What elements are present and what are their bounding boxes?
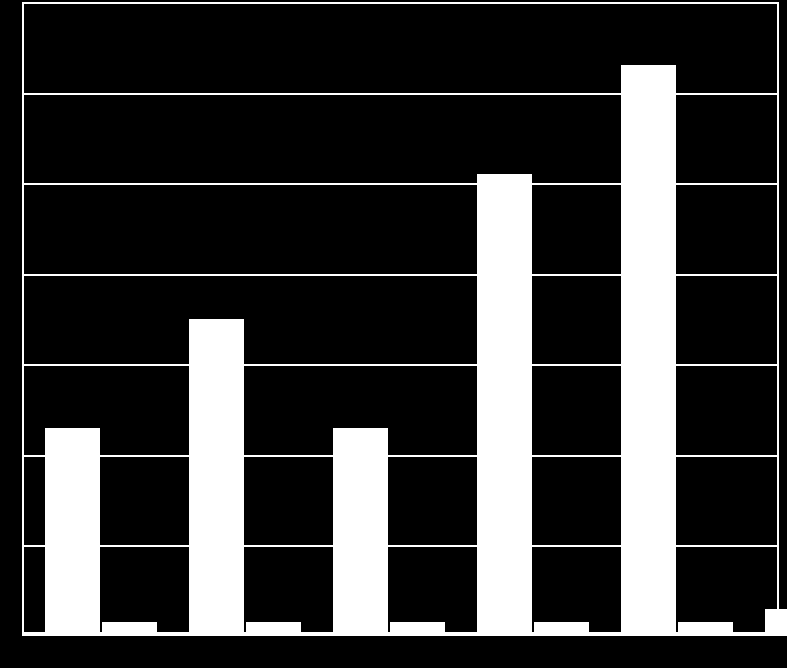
right-wall: [777, 2, 779, 636]
bar: [390, 622, 445, 636]
gridline: [22, 2, 779, 4]
plot-area: [22, 2, 779, 636]
bar-chart: [0, 0, 787, 668]
bar: [333, 428, 388, 636]
bar: [534, 622, 589, 636]
bar: [477, 174, 532, 636]
bar: [678, 622, 733, 636]
bar: [45, 428, 100, 636]
bar: [765, 609, 787, 636]
bar: [621, 65, 676, 636]
bar: [246, 622, 301, 636]
y-axis-line: [22, 2, 24, 636]
bar: [102, 622, 157, 636]
bar: [189, 319, 244, 636]
